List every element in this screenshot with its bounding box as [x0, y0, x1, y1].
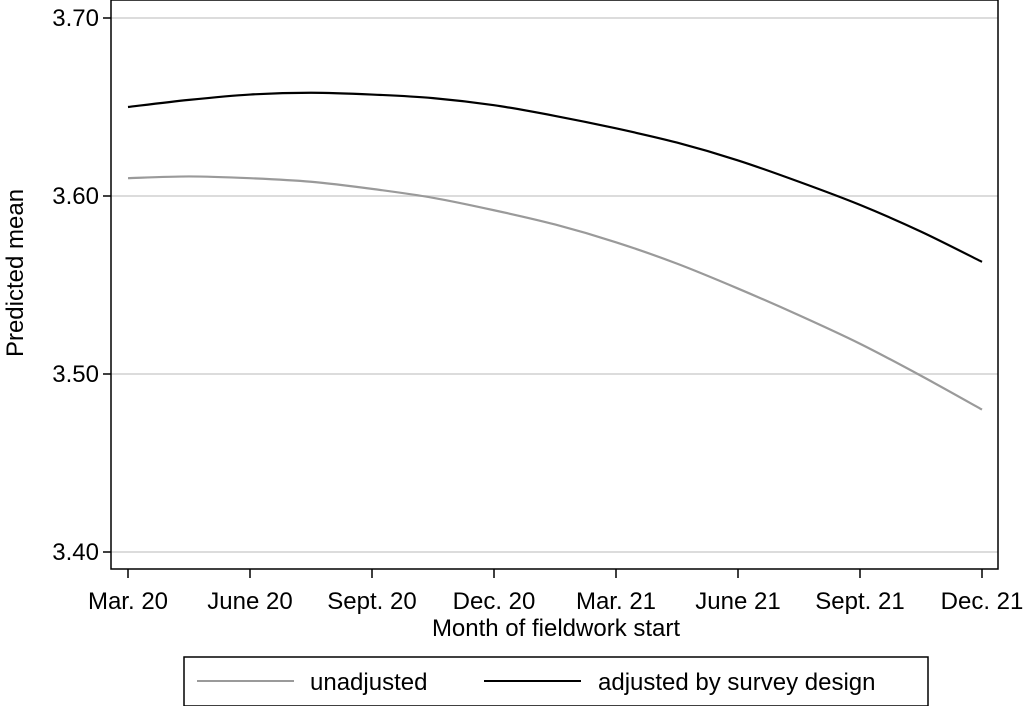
x-tick-label: Mar. 21 [576, 588, 656, 615]
series-line-adjusted [127, 91, 983, 263]
x-tick-label: Sept. 20 [327, 588, 416, 615]
x-tick-label: June 21 [695, 588, 780, 615]
x-tick-label: Dec. 21 [941, 588, 1024, 615]
y-tick-label: 3.70 [52, 5, 99, 32]
y-tick-label: 3.60 [52, 183, 99, 210]
x-tick-label: Sept. 21 [815, 588, 904, 615]
y-axis-label: Predicted mean [2, 189, 29, 357]
x-tick-label: Dec. 20 [453, 588, 536, 615]
legend-label-adjusted: adjusted by survey design [598, 669, 876, 696]
x-tick-label: June 20 [207, 588, 292, 615]
legend-label-unadjusted: unadjusted [310, 669, 427, 696]
plot-frame [110, 0, 999, 570]
series-line-unadjusted [127, 175, 983, 411]
series-layer [127, 91, 983, 411]
y-tick-label: 3.40 [52, 539, 99, 566]
x-axis-label: Month of fieldwork start [432, 615, 680, 642]
gridlines [111, 17, 998, 553]
y-tick-label: 3.50 [52, 361, 99, 388]
y-axis: 3.40 3.50 3.60 3.70 [52, 5, 111, 566]
legend: unadjusted adjusted by survey design [183, 656, 929, 706]
x-axis: Mar. 20 June 20 Sept. 20 Dec. 20 Mar. 21 June… [88, 569, 1023, 615]
x-tick-label: Mar. 20 [88, 588, 168, 615]
